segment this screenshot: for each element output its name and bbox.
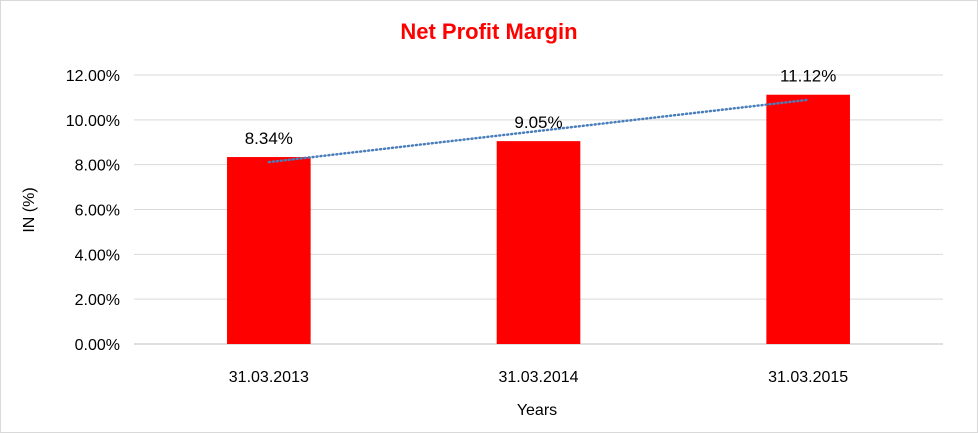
data-label: 8.34% bbox=[245, 129, 293, 148]
trendline bbox=[267, 98, 810, 164]
y-tick-label: 10.00% bbox=[66, 113, 120, 130]
y-tick-label: 0.00% bbox=[75, 337, 120, 354]
y-tick-label: 4.00% bbox=[75, 247, 120, 264]
bars bbox=[227, 94, 850, 344]
y-tick-label: 8.00% bbox=[75, 158, 120, 175]
data-label: 11.12% bbox=[780, 67, 836, 86]
y-axis-ticks: 0.00% 2.00% 4.00% 6.00% 8.00% 10.00% 12.00% bbox=[66, 68, 120, 354]
x-tick-label: 31.03.2014 bbox=[498, 369, 578, 386]
bar bbox=[766, 94, 850, 344]
chart-title: Net Profit Margin bbox=[400, 19, 577, 44]
y-tick-label: 12.00% bbox=[66, 68, 120, 85]
trendline-layer bbox=[267, 98, 810, 164]
x-axis-ticks: 31.03.2013 31.03.2014 31.03.2015 bbox=[229, 369, 849, 386]
y-axis-title: IN (%) bbox=[21, 187, 38, 232]
x-tick-label: 31.03.2015 bbox=[768, 369, 848, 386]
y-tick-label: 2.00% bbox=[75, 292, 120, 309]
data-label: 9.05% bbox=[514, 113, 562, 132]
x-tick-label: 31.03.2013 bbox=[229, 369, 309, 386]
x-axis-title: Years bbox=[517, 402, 557, 419]
y-tick-label: 6.00% bbox=[75, 203, 120, 220]
bar bbox=[496, 141, 581, 344]
bar bbox=[227, 157, 311, 344]
data-labels: 8.34% 9.05% 11.12% bbox=[245, 67, 837, 148]
